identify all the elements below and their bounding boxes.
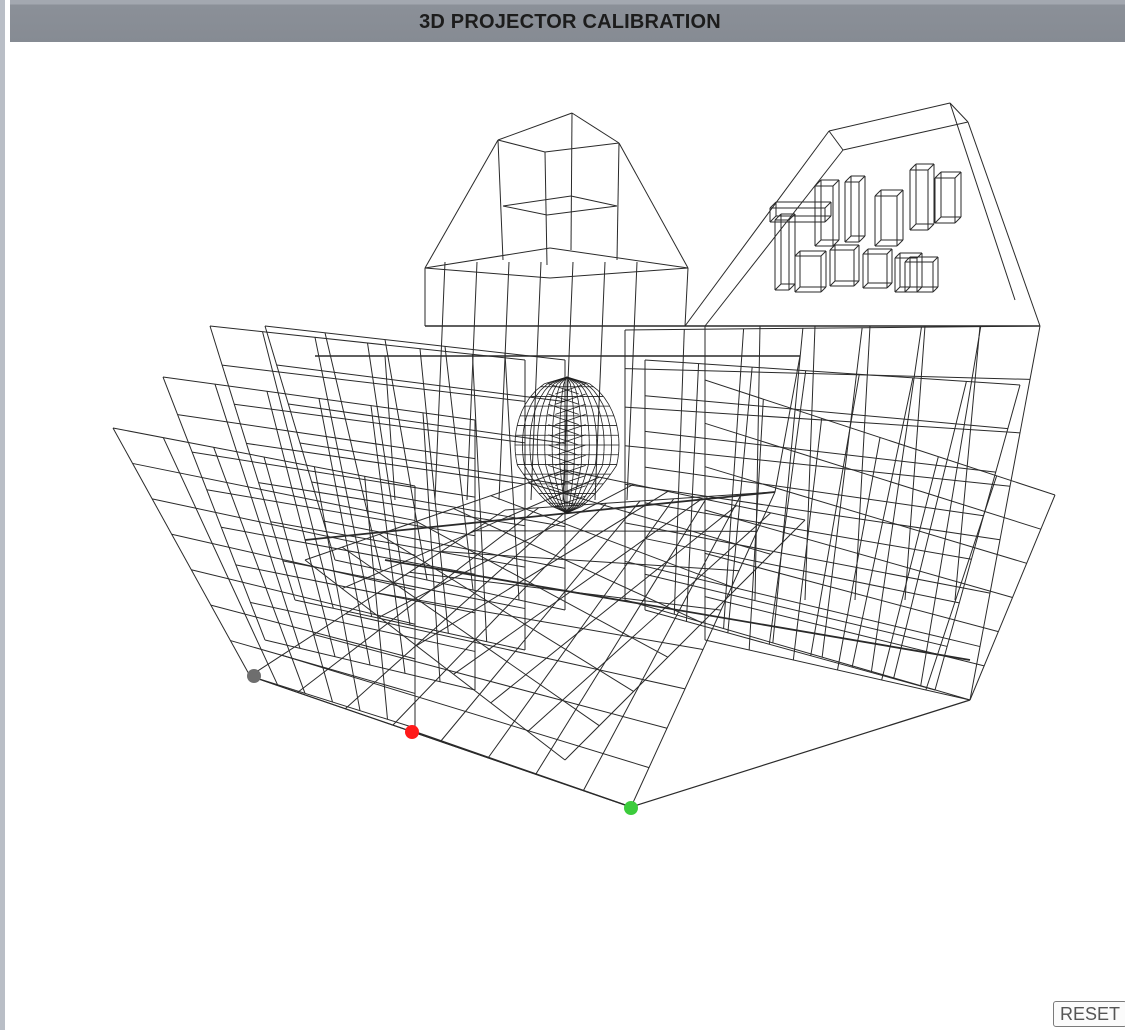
wireframe-box-structures <box>315 102 1041 601</box>
title-bar: 3D PROJECTOR CALIBRATION <box>10 0 1125 42</box>
wireframe-room-grid-right <box>624 325 1056 701</box>
wireframe-3d-text <box>769 163 962 293</box>
3d-viewport[interactable]: RESET <box>10 42 1125 1030</box>
scene-canvas[interactable] <box>10 42 1125 1030</box>
wireframe-room-grid-left <box>112 325 566 729</box>
gray-calibration-point[interactable] <box>247 669 261 683</box>
wireframe-room-grid-floor <box>249 469 971 808</box>
calibration-points[interactable] <box>247 669 638 815</box>
wireframe-head-model <box>514 376 620 514</box>
red-calibration-point[interactable] <box>405 725 419 739</box>
reset-button[interactable]: RESET <box>1052 1001 1125 1027</box>
green-calibration-point[interactable] <box>624 801 638 815</box>
window-title: 3D PROJECTOR CALIBRATION <box>419 11 721 33</box>
